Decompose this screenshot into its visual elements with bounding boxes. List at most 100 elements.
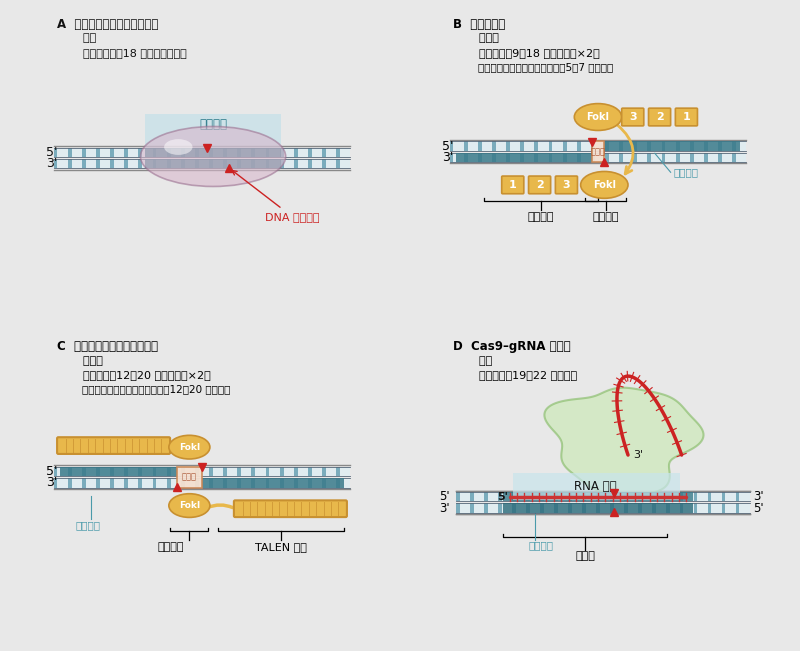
Bar xyxy=(160,467,163,476)
Bar xyxy=(153,478,157,488)
Bar xyxy=(315,467,319,476)
Text: 3': 3' xyxy=(46,477,57,490)
Bar xyxy=(329,148,333,157)
Bar xyxy=(96,467,100,476)
Bar xyxy=(54,478,350,488)
Bar xyxy=(652,492,655,501)
Text: FokI: FokI xyxy=(178,443,200,452)
Bar xyxy=(647,141,651,151)
Bar xyxy=(273,159,277,169)
Bar xyxy=(131,148,135,157)
Bar xyxy=(690,153,694,162)
Text: RNA 向导: RNA 向导 xyxy=(574,480,616,493)
FancyBboxPatch shape xyxy=(57,437,170,454)
Text: 5': 5' xyxy=(46,146,58,159)
Bar xyxy=(89,467,93,476)
Bar xyxy=(75,478,78,488)
Bar xyxy=(499,153,503,162)
Bar xyxy=(244,159,248,169)
Bar xyxy=(266,467,270,476)
Bar xyxy=(54,467,350,476)
Bar xyxy=(266,478,270,488)
Bar xyxy=(174,478,178,488)
Bar xyxy=(266,148,270,157)
Bar xyxy=(54,148,58,157)
Bar xyxy=(96,159,100,169)
Bar xyxy=(634,153,638,162)
Bar xyxy=(153,148,157,157)
Bar xyxy=(238,159,242,169)
Bar xyxy=(604,141,740,151)
Bar xyxy=(471,153,474,162)
Text: 3': 3' xyxy=(439,501,450,514)
Bar xyxy=(562,153,566,162)
Bar xyxy=(626,153,630,162)
FancyArrowPatch shape xyxy=(208,505,233,508)
Bar xyxy=(729,503,733,513)
Bar xyxy=(605,153,609,162)
Bar xyxy=(202,467,206,476)
Bar xyxy=(512,492,516,501)
Bar xyxy=(527,153,531,162)
Bar xyxy=(701,503,705,513)
Bar xyxy=(686,492,690,501)
Bar xyxy=(718,141,722,151)
Bar xyxy=(153,467,157,476)
PathPatch shape xyxy=(545,388,703,493)
Bar xyxy=(477,492,481,501)
Bar xyxy=(251,148,255,157)
Bar xyxy=(505,492,509,501)
Bar xyxy=(153,159,157,169)
Bar xyxy=(54,478,58,488)
Bar xyxy=(103,159,107,169)
Bar xyxy=(503,503,693,513)
Bar xyxy=(645,503,649,513)
Bar xyxy=(118,159,121,169)
Bar xyxy=(181,159,185,169)
Bar xyxy=(470,492,474,501)
Bar xyxy=(181,478,185,488)
Bar xyxy=(124,478,128,488)
Bar xyxy=(118,148,121,157)
Bar xyxy=(195,478,199,488)
Bar xyxy=(336,159,340,169)
Bar xyxy=(533,503,537,513)
Bar xyxy=(329,478,333,488)
Text: 1: 1 xyxy=(682,112,690,122)
Text: 间隔区: 间隔区 xyxy=(590,147,606,156)
Bar xyxy=(294,159,298,169)
Bar xyxy=(301,467,305,476)
Bar xyxy=(450,153,746,162)
Bar xyxy=(286,478,290,488)
Bar xyxy=(61,148,65,157)
Bar xyxy=(503,492,693,501)
Bar xyxy=(547,492,550,501)
Bar xyxy=(554,503,558,513)
Bar xyxy=(520,153,524,162)
Bar xyxy=(711,141,715,151)
Bar xyxy=(602,503,606,513)
Bar xyxy=(103,148,107,157)
Bar xyxy=(273,148,277,157)
Bar xyxy=(457,153,461,162)
Bar xyxy=(638,492,642,501)
Bar xyxy=(96,478,100,488)
Text: 5': 5' xyxy=(46,465,58,478)
Bar xyxy=(301,148,305,157)
Bar xyxy=(596,503,599,513)
Bar xyxy=(640,141,644,151)
Bar xyxy=(61,159,65,169)
Bar xyxy=(540,492,544,501)
Bar xyxy=(708,503,711,513)
Bar xyxy=(477,503,481,513)
Bar xyxy=(584,141,588,151)
Bar xyxy=(619,141,623,151)
Bar xyxy=(519,503,522,513)
Bar xyxy=(301,159,305,169)
Bar xyxy=(118,478,121,488)
Bar xyxy=(96,148,100,157)
Bar xyxy=(166,467,170,476)
Bar xyxy=(554,492,558,501)
Bar xyxy=(714,492,718,501)
Bar xyxy=(499,141,503,151)
